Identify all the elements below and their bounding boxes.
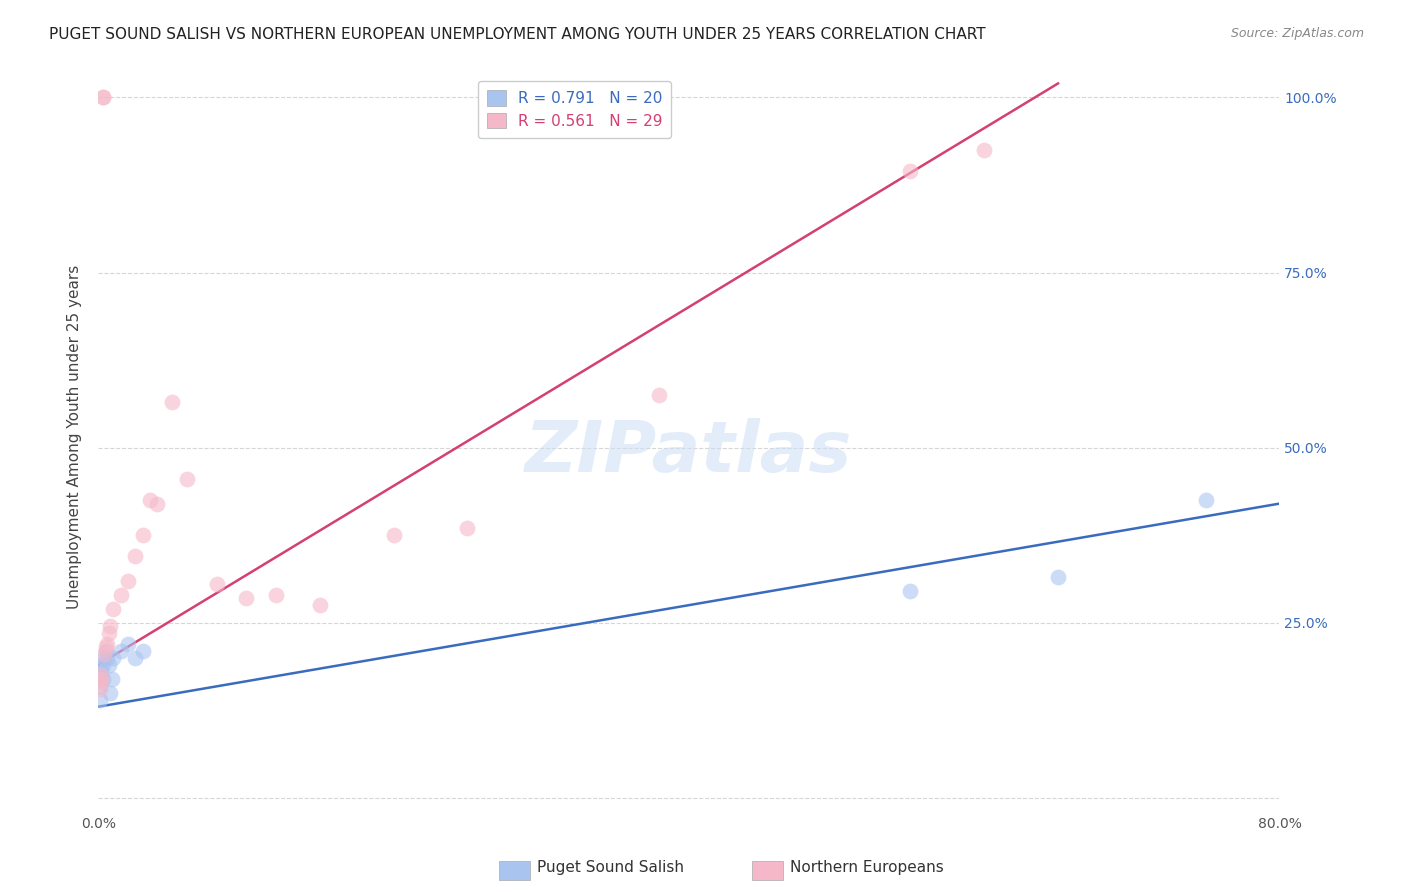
- Point: [132, 643, 155, 657]
- Point: [146, 497, 169, 511]
- Point: [94, 640, 117, 655]
- Point: [110, 643, 132, 657]
- Point: [91, 90, 114, 104]
- Point: [264, 588, 287, 602]
- Point: [97, 626, 120, 640]
- Point: [100, 672, 122, 686]
- Point: [648, 388, 671, 402]
- Point: [93, 647, 115, 661]
- Point: [900, 164, 922, 178]
- Legend: R = 0.791   N = 20, R = 0.561   N = 29: R = 0.791 N = 20, R = 0.561 N = 29: [478, 81, 672, 137]
- Point: [117, 574, 139, 588]
- Point: [91, 672, 114, 686]
- Point: [90, 657, 112, 672]
- Point: [162, 395, 183, 409]
- Point: [139, 493, 162, 508]
- Point: [117, 637, 139, 651]
- Text: ZIPatlas: ZIPatlas: [526, 417, 852, 486]
- Point: [205, 577, 228, 591]
- Point: [90, 665, 112, 679]
- Text: Puget Sound Salish: Puget Sound Salish: [537, 861, 685, 875]
- Point: [900, 584, 922, 599]
- Point: [1046, 570, 1070, 584]
- Point: [98, 619, 121, 633]
- Point: [103, 601, 125, 615]
- Point: [98, 686, 121, 700]
- Y-axis label: Unemployment Among Youth under 25 years: Unemployment Among Youth under 25 years: [67, 265, 83, 609]
- Point: [973, 143, 995, 157]
- Point: [93, 650, 115, 665]
- Point: [90, 675, 112, 690]
- Point: [457, 521, 479, 535]
- Point: [124, 650, 146, 665]
- Text: PUGET SOUND SALISH VS NORTHERN EUROPEAN UNEMPLOYMENT AMONG YOUTH UNDER 25 YEARS : PUGET SOUND SALISH VS NORTHERN EUROPEAN …: [49, 27, 986, 42]
- Point: [90, 668, 112, 682]
- Point: [89, 692, 111, 706]
- Point: [89, 679, 111, 693]
- Point: [1195, 493, 1218, 508]
- Point: [96, 650, 118, 665]
- Point: [124, 549, 146, 563]
- Point: [382, 528, 405, 542]
- Point: [96, 637, 118, 651]
- Point: [91, 657, 114, 672]
- Point: [89, 672, 111, 686]
- Point: [110, 588, 132, 602]
- Point: [235, 591, 257, 606]
- Point: [91, 90, 114, 104]
- Point: [309, 598, 332, 612]
- Text: Source: ZipAtlas.com: Source: ZipAtlas.com: [1230, 27, 1364, 40]
- Point: [176, 472, 198, 486]
- Point: [103, 650, 125, 665]
- Point: [94, 643, 117, 657]
- Point: [132, 528, 155, 542]
- Text: Northern Europeans: Northern Europeans: [790, 861, 943, 875]
- Point: [97, 657, 120, 672]
- Point: [89, 682, 111, 697]
